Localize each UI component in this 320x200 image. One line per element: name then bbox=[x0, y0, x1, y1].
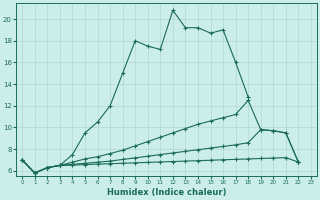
X-axis label: Humidex (Indice chaleur): Humidex (Indice chaleur) bbox=[107, 188, 226, 197]
